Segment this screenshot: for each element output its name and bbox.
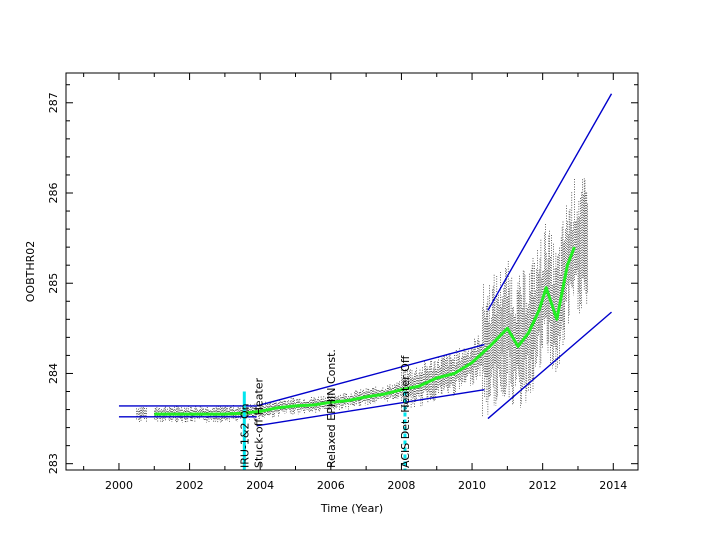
envelope-late-upper-line — [487, 93, 613, 311]
event-label: ACIS Det. Heater Off — [399, 355, 412, 468]
y-tick-label: 286 — [47, 183, 60, 204]
x-tick-label: 2002 — [176, 479, 204, 492]
event-label: Stuck-off Heater — [252, 377, 265, 468]
smoothed-average-polyline — [154, 246, 576, 416]
envelope-mid-lower-line — [256, 389, 485, 427]
x-axis-ticks: 2000 2002 2004 2006 2008 2010 2012 2014 — [83, 73, 627, 492]
y-tick-label: 287 — [47, 92, 60, 113]
data-points — [136, 178, 589, 423]
x-tick-label: 2012 — [529, 479, 557, 492]
y-axis-ticks: 283 284 285 286 287 — [47, 84, 638, 474]
x-tick-label: 2014 — [599, 479, 627, 492]
x-tick-label: 2000 — [105, 479, 133, 492]
x-tick-label: 2010 — [458, 479, 486, 492]
envelope-mid-upper-line — [256, 343, 485, 407]
event-markers: IRU-1&2 On Stuck-off Heater Relaxed EPHIN … — [238, 349, 412, 470]
x-tick-label: 2006 — [317, 479, 345, 492]
event-label: Relaxed EPHIN Const. — [325, 349, 338, 468]
y-tick-label: 284 — [47, 363, 60, 384]
plot-frame — [65, 72, 639, 471]
smoothed-average-line — [154, 246, 576, 416]
x-axis-label: Time (Year) — [320, 502, 383, 515]
event-label: IRU-1&2 On — [238, 403, 251, 468]
envelope-late-lower-line — [487, 311, 612, 420]
y-tick-label: 283 — [47, 453, 60, 474]
y-tick-label: 285 — [47, 273, 60, 294]
y-axis-label: OOBTHR02 — [24, 241, 37, 303]
x-tick-label: 2008 — [387, 479, 415, 492]
envelope-lines — [118, 93, 613, 427]
x-tick-label: 2004 — [246, 479, 274, 492]
